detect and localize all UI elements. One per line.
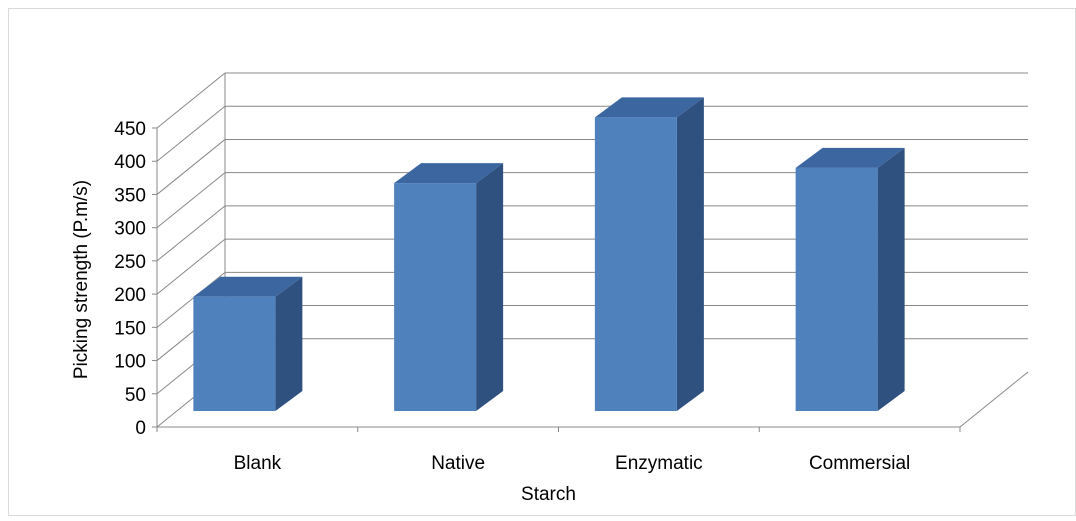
labels: Picking strength (P.m/s) Starch 0 50 100 15… [71,119,910,505]
x-tick-label: Commersial [809,453,910,474]
bar-side-face [877,147,905,411]
side-wall-gridline [156,72,226,129]
x-axis-title: Starch [521,484,576,505]
bar-top-face [193,276,303,297]
side-wall-gridline [156,271,226,328]
y-tick-label: 50 [125,385,146,406]
bar-front-face [394,183,477,411]
side-wall-gridline [156,172,226,229]
bar-front-face [795,167,878,411]
y-tick-label: 100 [114,352,146,373]
y-axis-title: Picking strength (P.m/s) [71,180,92,379]
bar-top-face [594,97,704,118]
y-tick-label: 400 [114,152,146,173]
bar-top-face [394,163,504,184]
side-wall-gridline [156,139,226,195]
bar-side-face [676,97,704,411]
y-tick-label: 350 [114,185,146,206]
y-tick-label: 150 [114,318,146,339]
bar-front-face [193,296,276,411]
side-wall-gridline [156,238,226,295]
y-tick-label: 450 [114,119,146,140]
y-tick-label: 300 [114,219,146,240]
x-tick-label: Native [431,453,485,474]
y-tick-label: 0 [135,418,146,439]
chart-border [8,8,1076,516]
side-wall-gridline [156,205,226,262]
y-tick-label: 200 [114,285,146,306]
x-tick-label: Blank [234,453,282,474]
bar-front-face [594,117,677,411]
y-tick-label: 250 [114,252,146,273]
x-tick-label: Enzymatic [615,453,703,474]
bar-top-face [795,147,905,168]
bar-side-face [275,276,303,411]
floor-right-edge [959,371,1029,428]
bars [193,97,905,411]
side-wall-gridline [156,105,226,162]
bar-side-face [476,163,504,411]
